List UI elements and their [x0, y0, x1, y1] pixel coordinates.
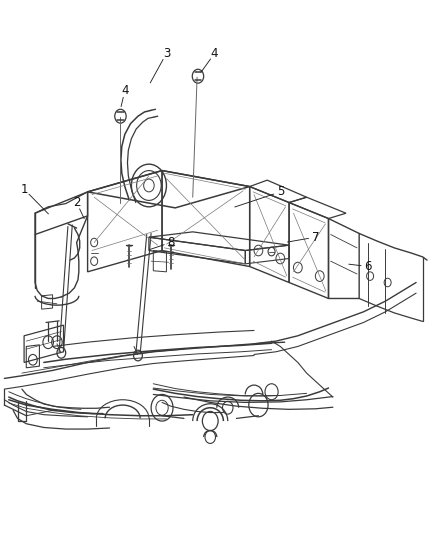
Text: 8: 8	[167, 236, 174, 249]
Text: 1: 1	[20, 183, 28, 196]
Text: 6: 6	[364, 260, 372, 273]
Text: 2: 2	[73, 196, 81, 209]
Text: 5: 5	[277, 185, 284, 198]
Text: 3: 3	[163, 47, 170, 60]
Text: 4: 4	[211, 47, 219, 60]
Text: 7: 7	[311, 231, 319, 244]
Text: 4: 4	[121, 84, 129, 97]
